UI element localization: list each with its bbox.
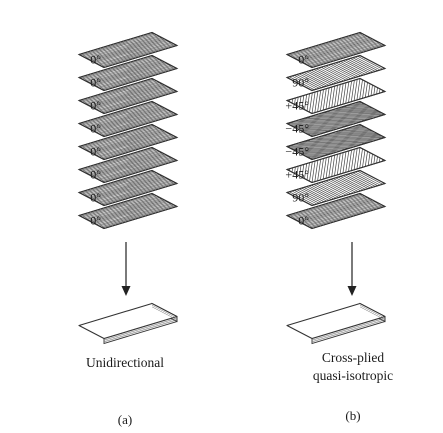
ply-sheet bbox=[285, 192, 387, 230]
fiber-hatching bbox=[289, 147, 383, 183]
laminate-plate bbox=[286, 302, 386, 345]
stacking-arrow bbox=[347, 242, 357, 296]
fiber-hatching bbox=[80, 193, 176, 229]
ply-angle-label: 0° bbox=[90, 168, 101, 182]
ply-sheet bbox=[77, 54, 179, 92]
ply-sheet bbox=[77, 146, 179, 184]
ply-angle-label: 0° bbox=[90, 122, 101, 136]
fiber-hatching bbox=[289, 78, 383, 114]
ply-angle-label: −45° bbox=[285, 122, 309, 136]
ply-angle-label: +45° bbox=[285, 99, 309, 113]
ply-sheet bbox=[285, 77, 387, 115]
ply-angle-label: 0° bbox=[90, 214, 101, 228]
fiber-hatching bbox=[286, 101, 386, 137]
ply-sheet bbox=[77, 169, 179, 207]
ply-angle-label: 90° bbox=[292, 191, 309, 205]
ply-sheet bbox=[77, 123, 179, 161]
ply-angle-label: +45° bbox=[285, 168, 309, 182]
ply-angle-label: 0° bbox=[298, 53, 309, 67]
stacking-arrow bbox=[121, 242, 131, 296]
ply-sheet bbox=[285, 54, 387, 92]
panel-caption: quasi-isotropic bbox=[313, 368, 393, 383]
panel-a-unidirectional: 0° 0° 0° 0° 0° 0° 0° 0° Unidirectional (a) bbox=[77, 31, 179, 427]
fiber-hatching bbox=[80, 124, 176, 160]
fiber-hatching bbox=[80, 101, 176, 137]
ply-angle-label: 90° bbox=[292, 76, 309, 90]
fiber-hatching bbox=[289, 55, 383, 91]
ply-sheet bbox=[77, 31, 179, 69]
ply-sheet bbox=[77, 77, 179, 115]
ply-angle-label: 0° bbox=[90, 145, 101, 159]
fiber-hatching bbox=[288, 193, 384, 229]
laminate-plate bbox=[78, 302, 178, 345]
panel-tag: (a) bbox=[118, 412, 132, 427]
ply-angle-label: 0° bbox=[90, 191, 101, 205]
ply-sheet bbox=[77, 192, 179, 230]
fiber-hatching bbox=[289, 170, 383, 206]
panel-tag: (b) bbox=[345, 408, 360, 423]
fiber-hatching bbox=[288, 32, 384, 68]
ply-sheet bbox=[285, 123, 387, 161]
fiber-hatching bbox=[80, 32, 176, 68]
ply-angle-label: 0° bbox=[90, 53, 101, 67]
ply-sheet bbox=[77, 100, 179, 138]
ply-sheet bbox=[285, 31, 387, 69]
ply-angle-label: 0° bbox=[298, 214, 309, 228]
fiber-hatching bbox=[80, 170, 176, 206]
ply-angle-label: 0° bbox=[90, 99, 101, 113]
ply-sheet bbox=[285, 169, 387, 207]
ply-angle-label: 0° bbox=[90, 76, 101, 90]
panel-caption: Unidirectional bbox=[86, 355, 164, 370]
ply-sheet bbox=[285, 146, 387, 184]
fiber-hatching bbox=[80, 55, 176, 91]
panel-caption: Cross-plied bbox=[322, 350, 384, 365]
panel-b-quasi-isotropic: 0° 90° +45° −45° −45° +45° 90° 0° Cross-plied qua… bbox=[285, 31, 393, 423]
fiber-hatching bbox=[80, 78, 176, 114]
ply-angle-label: −45° bbox=[285, 145, 309, 159]
ply-sheet bbox=[285, 100, 387, 138]
fiber-hatching bbox=[80, 147, 176, 183]
